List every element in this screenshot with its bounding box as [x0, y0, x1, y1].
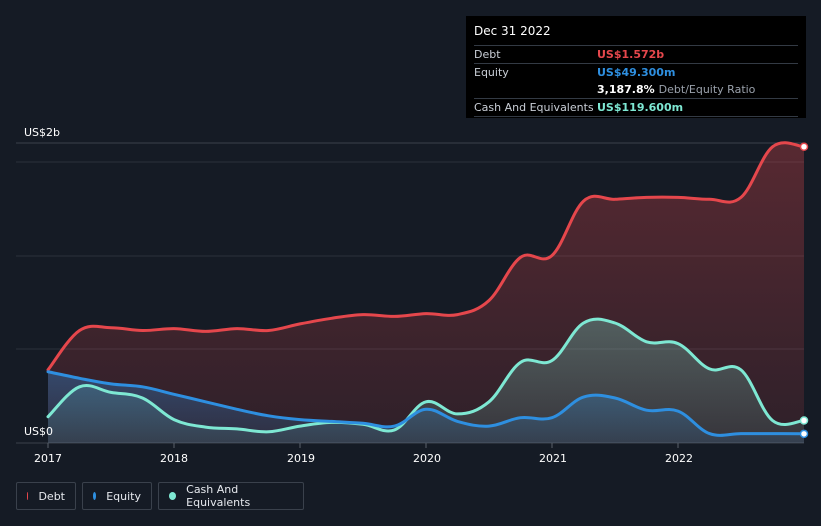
- legend-debt-swatch: [27, 492, 29, 500]
- debt-endpoint: [799, 142, 809, 151]
- tooltip-cash-row: Cash And Equivalents US$119.600m: [474, 99, 798, 117]
- legend-cash-swatch: [169, 492, 177, 500]
- x-tick-2022: 2022: [665, 452, 693, 465]
- legend-cash[interactable]: Cash And Equivalents: [158, 482, 304, 510]
- series-lines: [46, 141, 806, 437]
- tooltip-ratio-value: 3,187.8%: [597, 83, 655, 96]
- tooltip-equity-row: Equity US$49.300m: [474, 64, 798, 81]
- series-endpoints: [799, 142, 809, 439]
- tooltip-debt-row: Debt US$1.572b: [474, 46, 798, 64]
- tooltip-debt-value: US$1.572b: [597, 48, 665, 61]
- series-areas: [48, 142, 804, 443]
- tooltip-date: Dec 31 2022: [474, 23, 798, 46]
- x-tick-2020: 2020: [413, 452, 441, 465]
- x-tick-2019: 2019: [287, 452, 315, 465]
- x-tick-2018: 2018: [160, 452, 188, 465]
- legend-equity-swatch: [93, 492, 97, 500]
- data-tooltip: Dec 31 2022 Debt US$1.572b Equity US$49.…: [466, 16, 806, 118]
- y-axis-bottom-label: US$0: [24, 425, 54, 438]
- x-tick-2017: 2017: [34, 452, 62, 465]
- legend-equity[interactable]: Equity: [82, 482, 152, 510]
- x-tick-2021: 2021: [539, 452, 567, 465]
- tooltip-equity-label: Equity: [474, 66, 509, 79]
- tooltip-cash-label: Cash And Equivalents: [474, 101, 594, 114]
- legend-cash-label: Cash And Equivalents: [186, 483, 251, 509]
- cash-line: [46, 317, 806, 434]
- debt-line: [46, 141, 806, 372]
- legend-debt-label: Debt: [38, 489, 65, 503]
- equity-line: [46, 370, 806, 437]
- legend-debt[interactable]: Debt: [16, 482, 76, 510]
- cash-endpoint: [799, 416, 809, 425]
- tooltip-debt-label: Debt: [474, 48, 501, 61]
- tooltip-ratio-label: Debt/Equity Ratio: [658, 83, 756, 96]
- legend-equity-label: Equity: [106, 489, 141, 503]
- tooltip-ratio-row: 3,187.8% Debt/Equity Ratio: [474, 81, 798, 99]
- tooltip-equity-value: US$49.300m: [597, 66, 676, 79]
- y-axis-top-label: US$2b: [24, 126, 61, 139]
- equity-area: [48, 371, 804, 443]
- tooltip-cash-value: US$119.600m: [597, 101, 684, 114]
- equity-endpoint: [799, 429, 809, 439]
